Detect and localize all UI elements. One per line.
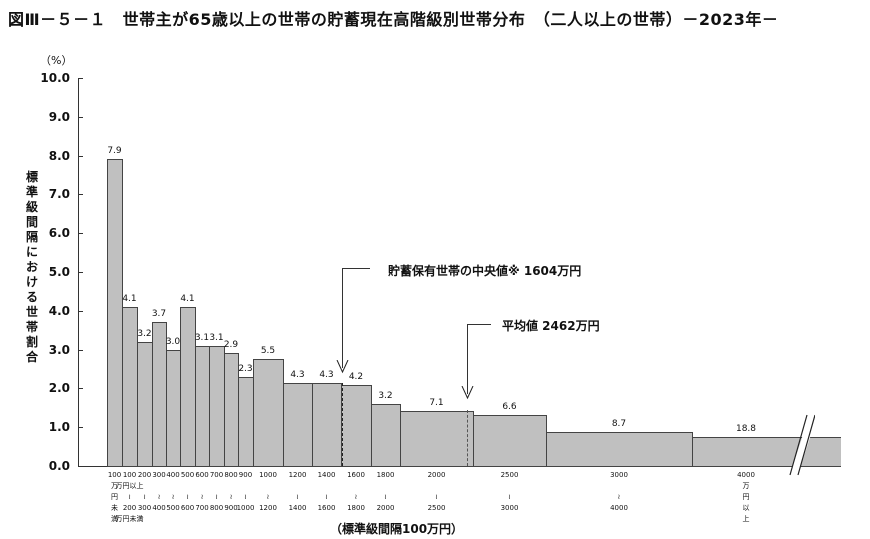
bar-value-label: 6.6 (502, 401, 517, 412)
y-tick-mark (78, 272, 83, 273)
y-tick-mark (78, 388, 83, 390)
bar (224, 353, 239, 467)
y-tick-label: 1.0 (48, 420, 70, 435)
mean-arrow-icon (461, 386, 474, 400)
bar (371, 403, 401, 467)
y-axis-line (78, 78, 79, 466)
mean-dashed-line (467, 410, 468, 466)
median-annotation: 貯蓄保有世帯の中央値※ 1604万円 (388, 264, 582, 278)
median-leader-v (342, 268, 343, 368)
y-tick-mark (78, 310, 83, 312)
y-tick-label: 6.0 (48, 226, 70, 241)
bar (209, 345, 225, 467)
mean-annotation: 平均値 2462万円 (502, 319, 600, 333)
bar-value-label: 7.1 (429, 397, 444, 408)
median-leader-h (342, 268, 370, 269)
bar-value-label: 4.1 (180, 293, 195, 304)
x-tick-label: 4000 万円以上 (737, 471, 755, 523)
bar (152, 322, 167, 467)
bar-value-label: 4.3 (319, 369, 334, 380)
bar-value-label: 3.2 (137, 328, 152, 339)
y-tick-label: 5.0 (48, 265, 70, 279)
bar-value-label: 4.3 (290, 369, 305, 380)
x-tick-label: 1200 ≀ 1400 (288, 471, 307, 512)
median-dashed-line (342, 383, 343, 466)
bar (473, 414, 547, 467)
x-tick-label: 600 ≀ 700 (195, 471, 209, 512)
bar-value-label: 3.7 (151, 309, 167, 320)
x-tick-label: 200 ≀ 300 (137, 471, 152, 512)
x-tick-label: 1800 ≀ 2000 (376, 471, 395, 512)
bar-value-label: 2.9 (223, 340, 239, 351)
mean-leader-v (467, 324, 468, 394)
y-tick-mark (78, 349, 83, 351)
bar (283, 382, 313, 467)
bar-value-label: 2.3 (238, 363, 253, 374)
bar-value-label: 4.1 (122, 293, 137, 304)
bar-value-label: 5.5 (260, 346, 276, 357)
x-tick-label: 100 万円未満 (107, 471, 122, 523)
x-tick-label: 300 ≀ 400 (152, 471, 166, 512)
mean-leader-h (467, 324, 491, 325)
y-tick-label: 3.0 (48, 342, 70, 357)
x-tick-label: 400 ≀ 500 (166, 471, 180, 512)
bar (546, 432, 693, 467)
bar (122, 306, 138, 467)
x-tick-label: 2500 ≀ 3000 (500, 471, 519, 512)
x-tick-label: 1000 ≀ 1200 (259, 471, 277, 512)
y-tick-mark (78, 78, 83, 79)
y-tick-mark (78, 116, 83, 118)
axis-break-icon (788, 410, 815, 480)
bar (107, 159, 123, 467)
y-axis-label: 標準級間隔における世帯割合 (25, 170, 38, 364)
y-tick-label: 2.0 (48, 381, 70, 396)
y-tick-mark (78, 155, 83, 157)
bar (137, 341, 153, 467)
x-tick-label: 3000 ≀ 4000 (610, 471, 628, 512)
y-tick-mark (78, 427, 83, 429)
bar (253, 359, 284, 467)
bar-value-label: 3.2 (378, 390, 393, 401)
bar-value-label: 7.9 (107, 146, 122, 157)
bar-value-label: 18.8 (735, 423, 757, 434)
bar (312, 382, 342, 467)
bar (692, 436, 841, 467)
x-tick-label: 1600 ≀ 1800 (347, 471, 365, 512)
y-unit-label: （%） (40, 54, 73, 67)
y-tick-label: 10.0 (40, 71, 70, 85)
bar-value-label: 3.0 (165, 336, 181, 347)
y-tick-mark (78, 233, 83, 235)
bar-value-label: 8.7 (611, 419, 627, 430)
bar (180, 306, 196, 467)
y-tick-label: 4.0 (48, 303, 70, 318)
y-tick-label: 8.0 (48, 148, 70, 163)
median-arrow-icon (336, 360, 349, 374)
x-tick-label: 700 ≀ 800 (209, 471, 224, 512)
x-axis-label: （標準級間隔100万円） (330, 522, 464, 536)
y-tick-mark (78, 194, 83, 196)
bar-value-label: 4.2 (348, 371, 364, 382)
x-tick-label: 100 万円以上 ≀ 200 万円未満 (115, 471, 144, 523)
bar (400, 410, 474, 467)
chart-title: 図Ⅲ－５－１ 世帯主が65歳以上の世帯の貯蓄現在高階級別世帯分布 （二人以上の世… (8, 10, 779, 29)
bar (341, 384, 372, 467)
bar (238, 376, 254, 467)
x-tick-label: 900 ≀ 1000 (236, 471, 255, 512)
x-tick-label: 500 ≀ 600 (180, 471, 195, 512)
x-tick-label: 800 ≀ 900 (224, 471, 238, 512)
y-tick-label: 7.0 (48, 187, 70, 202)
bar (195, 345, 210, 467)
x-tick-label: 2000 ≀ 2500 (427, 471, 446, 512)
y-tick-label: 9.0 (48, 109, 70, 124)
bar-value-label: 3.1 (194, 332, 210, 343)
x-tick-label: 1400 ≀ 1600 (317, 471, 336, 512)
bar-value-label: 3.1 (209, 332, 224, 343)
y-tick-label: 0.0 (48, 459, 70, 473)
bar (166, 349, 181, 467)
